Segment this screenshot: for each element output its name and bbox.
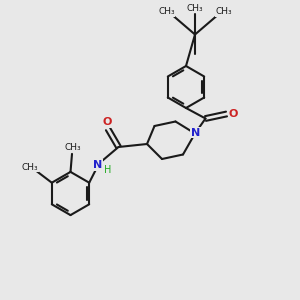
Text: CH₃: CH₃ [215,8,232,16]
Text: N: N [191,128,200,138]
Text: CH₃: CH₃ [22,163,38,172]
Text: O: O [103,117,112,128]
Text: CH₃: CH₃ [64,143,81,152]
Text: CH₃: CH₃ [187,4,203,13]
Text: O: O [228,109,238,119]
Text: N: N [93,160,102,170]
Text: H: H [104,165,112,175]
Text: CH₃: CH₃ [158,8,175,16]
